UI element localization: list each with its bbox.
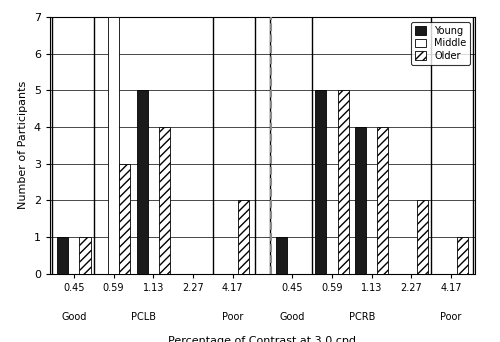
Bar: [57, 237, 68, 274]
Bar: [119, 164, 130, 274]
Bar: [276, 237, 286, 274]
Bar: [80, 237, 90, 274]
Bar: [238, 200, 250, 274]
Text: Good: Good: [280, 313, 305, 323]
Y-axis label: Number of Participants: Number of Participants: [18, 81, 28, 209]
Text: PCLB: PCLB: [131, 313, 156, 323]
Bar: [136, 90, 147, 274]
Bar: [316, 90, 326, 274]
Text: Good: Good: [61, 313, 86, 323]
Bar: [417, 200, 428, 274]
Text: PCRB: PCRB: [348, 313, 375, 323]
Bar: [159, 127, 170, 274]
Legend: Young, Middle, Older: Young, Middle, Older: [410, 22, 470, 65]
Text: Poor: Poor: [440, 313, 462, 323]
Bar: [338, 90, 348, 274]
Text: Percentage of Contrast at 3.0 cpd: Percentage of Contrast at 3.0 cpd: [168, 336, 356, 342]
Bar: [108, 17, 119, 274]
Bar: [456, 237, 468, 274]
Bar: [378, 127, 388, 274]
Text: Poor: Poor: [222, 313, 244, 323]
Bar: [355, 127, 366, 274]
